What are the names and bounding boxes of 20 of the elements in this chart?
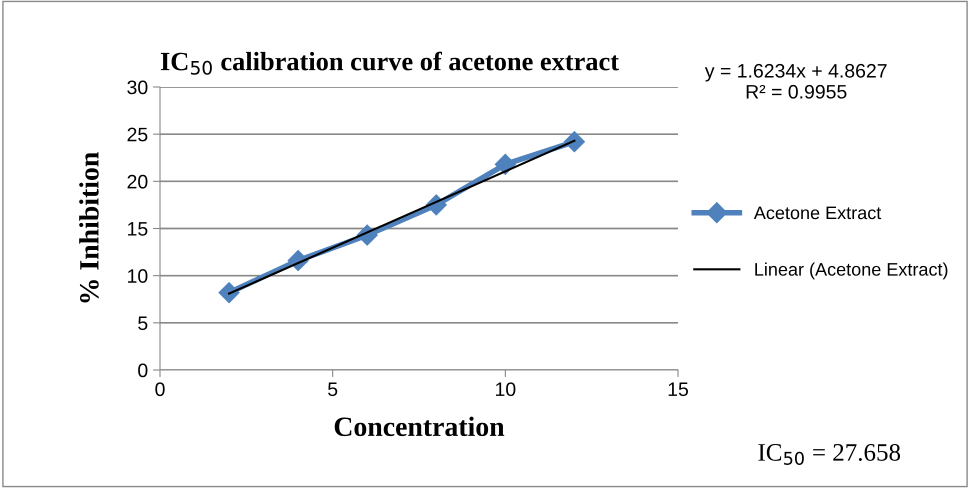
legend-label: Acetone Extract xyxy=(754,206,882,220)
point xyxy=(494,154,516,175)
point xyxy=(564,131,585,152)
y-tick-label: 0 xyxy=(138,363,148,378)
x-axis-title: Concentration xyxy=(334,416,504,436)
chart-title: IC$_{50}$ calibration curve of acetone extract xyxy=(160,52,619,75)
y-tick-label: 25 xyxy=(128,128,148,142)
y-tick-label: 5 xyxy=(138,316,148,330)
legend-label: Linear (Acetone Extract) xyxy=(755,262,948,280)
y-tick-label: 20 xyxy=(128,174,148,189)
x-tick-label: 5 xyxy=(328,382,338,396)
x-tick-label: 15 xyxy=(668,382,688,396)
x-tick-label: 10 xyxy=(496,382,516,396)
text: IC$_{50}$ = 27.658 xyxy=(758,444,900,465)
x-tick-label: 0 xyxy=(155,382,165,396)
y-tick-label: 15 xyxy=(128,222,148,236)
y-tick-label: 10 xyxy=(128,269,148,283)
text: y = 1.6234x + 4.8627 R² = 0.9955 xyxy=(704,64,887,99)
y-tick-label: 30 xyxy=(127,80,148,94)
y-axis-title: % Inhibition xyxy=(79,152,99,302)
